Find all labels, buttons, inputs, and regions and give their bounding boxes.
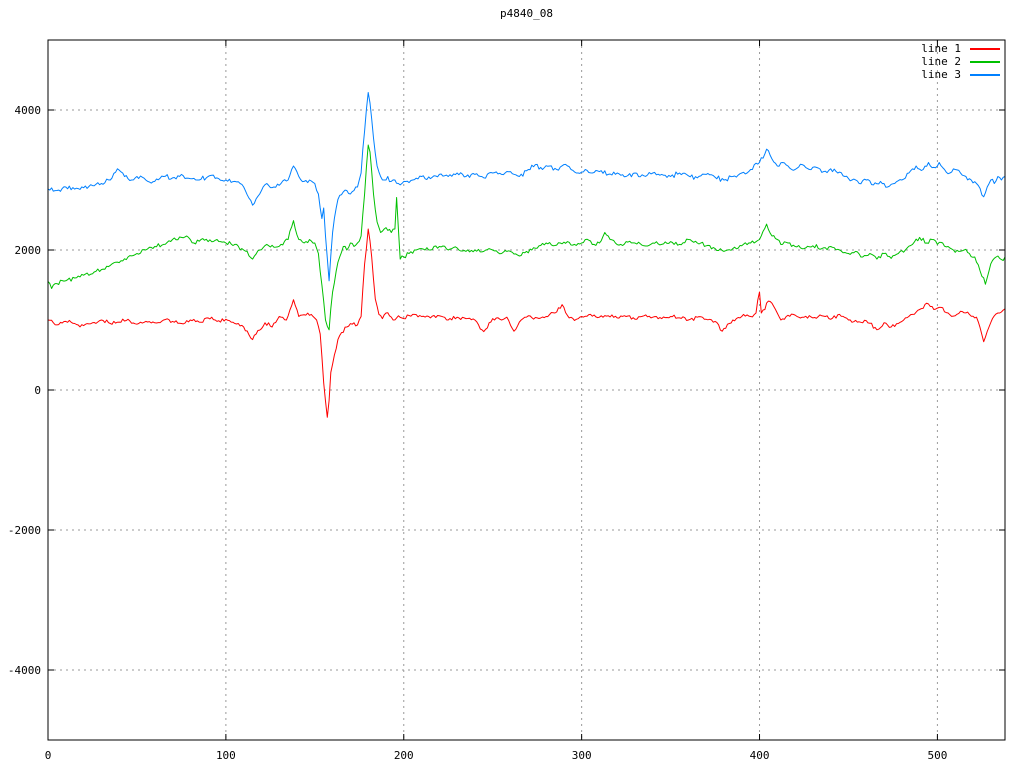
legend-label-line-1: line 1: [921, 42, 961, 55]
x-tick-label: 500: [927, 749, 947, 762]
x-tick-label: 300: [572, 749, 592, 762]
y-tick-label: -4000: [8, 664, 41, 677]
x-tick-label: 0: [45, 749, 52, 762]
y-tick-label: 4000: [15, 104, 42, 117]
x-tick-label: 200: [394, 749, 414, 762]
plot-border: [47, 39, 1006, 741]
legend-item-line-3: line 3: [921, 68, 1000, 81]
series-line-3: [47, 92, 1006, 282]
y-tick-label: -2000: [8, 524, 41, 537]
legend-line-sample-blue: [970, 73, 1000, 76]
legend-line-sample-green: [970, 60, 1000, 63]
y-tick-label: 2000: [15, 244, 42, 257]
legend-item-line-2: line 2: [921, 55, 1000, 68]
series-line-1: [47, 228, 1006, 418]
legend-item-line-1: line 1: [921, 42, 1000, 55]
x-tick-label: 100: [216, 749, 236, 762]
x-tick-label: 400: [750, 749, 770, 762]
legend: line 1 line 2 line 3: [921, 42, 1000, 81]
legend-label-line-2: line 2: [921, 55, 961, 68]
legend-line-sample-red: [970, 47, 1000, 50]
chart-title: p4840_08: [500, 7, 553, 20]
legend-label-line-3: line 3: [921, 68, 961, 81]
series-line-2: [47, 144, 1006, 331]
y-tick-label: 0: [34, 384, 41, 397]
